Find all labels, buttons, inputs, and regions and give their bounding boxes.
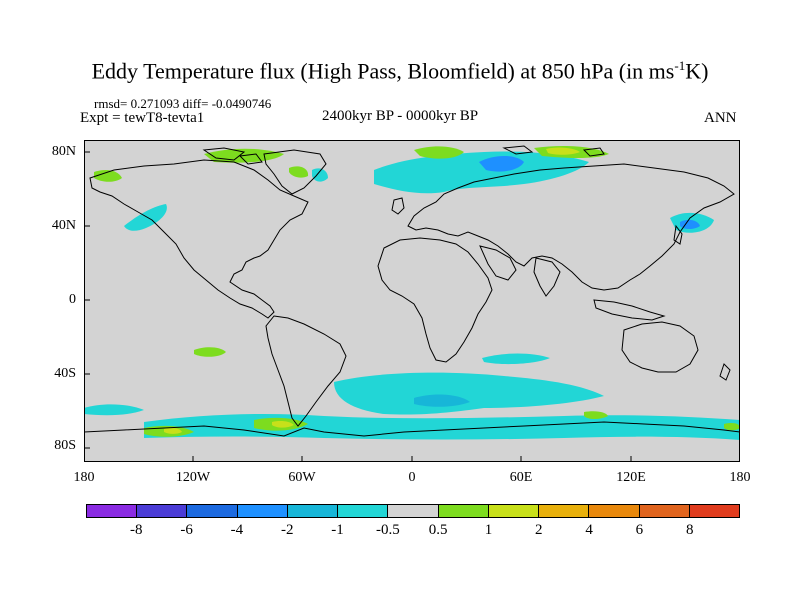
colorbar-label: 1 <box>484 522 493 538</box>
anomaly-cyan-south-pacific-low <box>84 404 144 416</box>
x-tick-label: 120W <box>175 470 211 485</box>
x-tick-label: 60E <box>509 470 533 485</box>
colorbar-segment <box>287 505 339 517</box>
colorbar-segment <box>137 505 188 517</box>
y-tick-label: 80S <box>54 438 76 453</box>
colorbar-label: 8 <box>685 522 694 538</box>
coast-africa <box>377 237 493 363</box>
anomaly-green-north-europe <box>414 146 464 159</box>
anomaly-green-alaska <box>94 170 122 182</box>
coast-arctic-islands <box>202 147 263 165</box>
coast-antarctica <box>84 421 740 437</box>
colorbar-segment <box>237 505 288 517</box>
title-superscript: -1 <box>674 58 686 73</box>
coast-new-zealand <box>719 363 731 381</box>
colorbar-label: 4 <box>585 522 593 538</box>
coast-eurasia <box>407 163 735 291</box>
coast-uk <box>391 197 405 215</box>
colorbar-segment <box>388 505 439 517</box>
anomaly-yellow-antarctic-peninsula <box>272 421 294 428</box>
x-tick-label: 180 <box>729 470 751 485</box>
colorbar-segment <box>438 505 489 517</box>
title-text: Eddy Temperature flux (High Pass, Bloomf… <box>91 58 675 84</box>
colorbar-segment <box>539 505 590 517</box>
stats-text: rmsd= 0.271093 diff= -0.0490746 <box>94 96 272 111</box>
colorbar-label: -4 <box>230 522 244 538</box>
colorbar-label: -0.5 <box>375 522 400 538</box>
plot-title: Eddy Temperature flux (High Pass, Bloomf… <box>0 58 800 84</box>
anomaly-green-greenland-east <box>289 166 309 178</box>
coast-indonesia <box>593 299 666 321</box>
season-label: ANN <box>704 110 737 126</box>
colorbar-segment <box>639 505 690 517</box>
anomaly-cyan-south-indian <box>482 353 550 365</box>
x-tick-label: 120E <box>616 470 646 485</box>
coast-arabia <box>479 245 517 281</box>
title-end-text: K) <box>685 58 709 84</box>
colorbar-segment <box>488 505 540 517</box>
colorbar-label: -2 <box>280 522 294 538</box>
anomaly-lightblue-southern-ocean <box>414 394 470 407</box>
colorbar-segment <box>689 505 740 517</box>
x-tick-label: 0 <box>408 470 416 485</box>
experiment-label: Expt = tewT8-tevta1 <box>80 110 205 126</box>
anomaly-blue-barents <box>479 156 524 172</box>
colorbar <box>86 504 740 518</box>
coast-south-america <box>265 315 347 427</box>
colorbar-label: -6 <box>180 522 193 538</box>
colorbar-label: -1 <box>331 522 344 538</box>
y-tick-label: 0 <box>69 292 76 307</box>
anomaly-yellow-siberia <box>546 147 580 155</box>
y-tick-label: 40N <box>51 218 76 233</box>
period-label: 2400kyr BP - 0000kyr BP <box>322 108 479 124</box>
anomaly-cyan-north-pacific-east <box>124 204 167 231</box>
colorbar-segment <box>589 505 640 517</box>
anomaly-yellow-antarctic-west <box>164 428 182 434</box>
anomaly-green-antarctic-east <box>584 411 608 419</box>
coast-siberia-islands <box>502 145 605 157</box>
anomaly-green-south-pacific <box>194 347 226 357</box>
colorbar-label: -8 <box>130 522 143 538</box>
y-tick-label: 80N <box>51 144 76 159</box>
coast-india <box>533 257 561 297</box>
colorbar-segment <box>338 505 389 517</box>
anomaly-cyan-north-eurasia <box>374 151 589 194</box>
y-tick-label: 40S <box>54 366 76 381</box>
coast-greenland <box>263 149 327 195</box>
coast-japan <box>673 224 683 245</box>
coast-australia <box>621 321 699 373</box>
colorbar-label: 6 <box>635 522 644 538</box>
anomaly-blue-north-pacific-west <box>680 219 700 229</box>
coast-north-america <box>89 159 309 319</box>
anomaly-cyan-atlantic <box>312 168 328 182</box>
world-map <box>84 140 740 462</box>
x-tick-label: 60W <box>288 470 316 485</box>
anomaly-green-antarctic-far-east <box>724 423 740 431</box>
colorbar-label: 0.5 <box>428 522 448 538</box>
x-tick-label: 180 <box>73 470 95 485</box>
colorbar-segment <box>187 505 238 517</box>
coastlines <box>84 145 740 437</box>
anomaly-cyan-southern-ocean <box>334 372 604 415</box>
colorbar-label: 2 <box>535 522 543 538</box>
map-ticks <box>84 151 632 462</box>
colorbar-segment <box>87 505 138 517</box>
